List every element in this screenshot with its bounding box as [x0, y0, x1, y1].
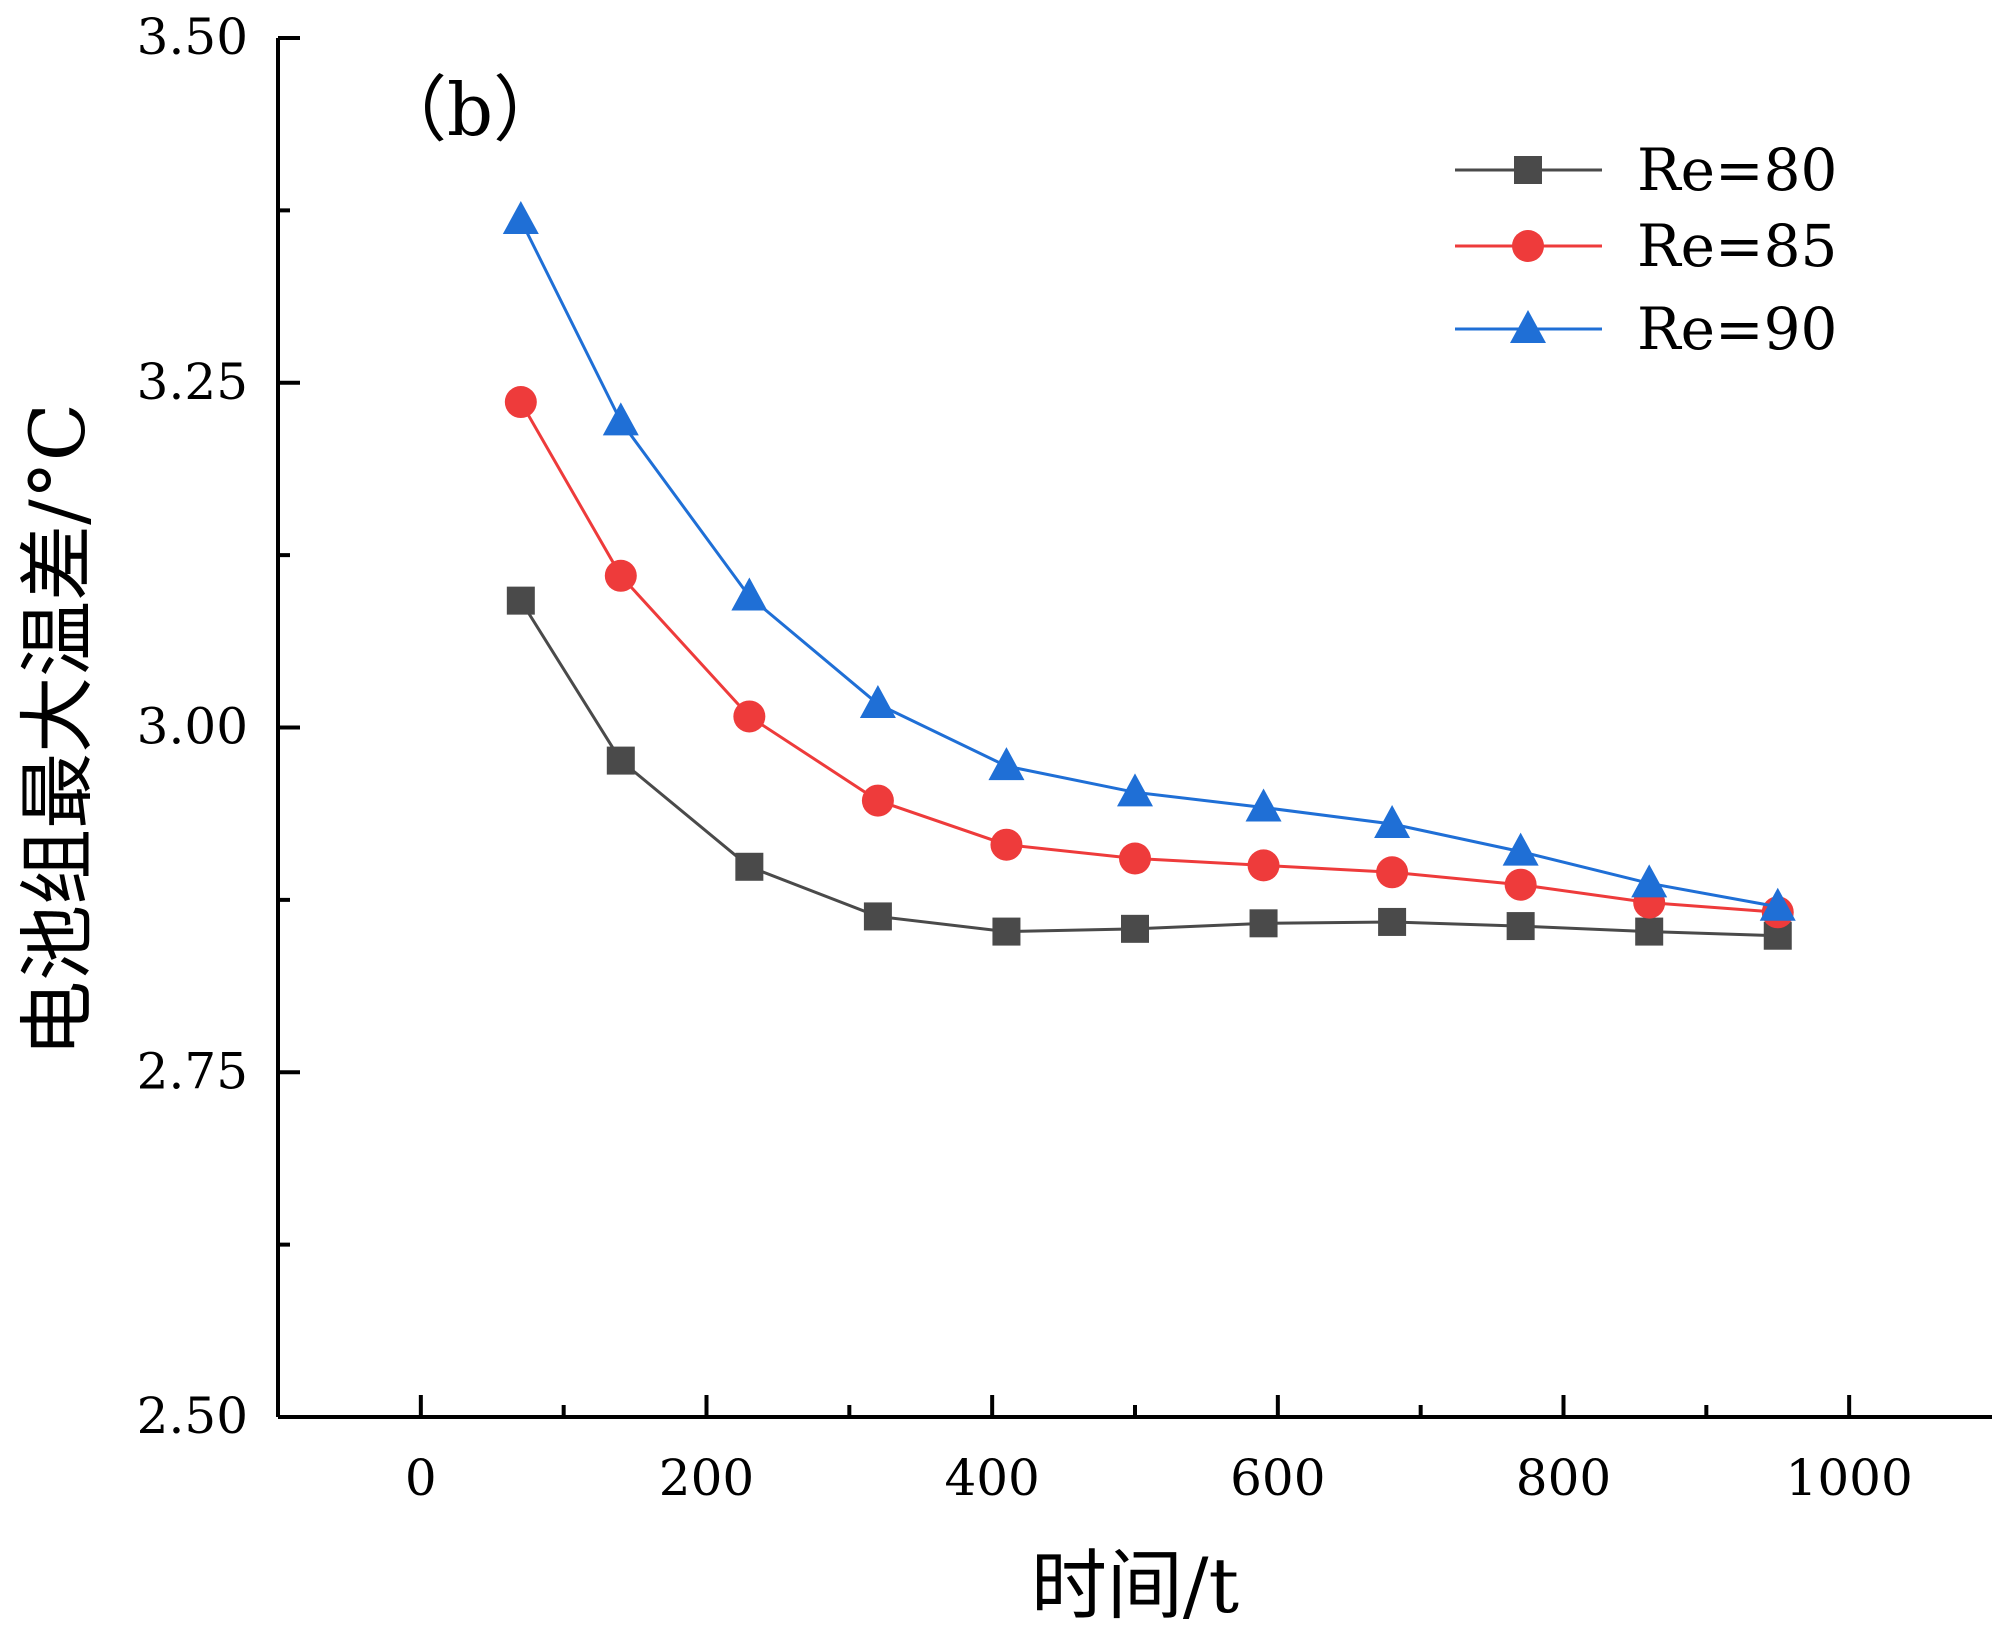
x-tick-label: 800	[1516, 1449, 1611, 1507]
data-point	[861, 784, 894, 817]
data-point	[1504, 868, 1537, 901]
data-point	[859, 685, 896, 719]
x-tick-label: 1000	[1786, 1449, 1913, 1507]
data-point	[1502, 832, 1539, 866]
series-re-90	[502, 201, 1796, 921]
x-tick-label: 400	[944, 1449, 1039, 1507]
data-point	[733, 700, 766, 733]
data-point	[1631, 864, 1668, 898]
y-tick-label: 2.75	[137, 1042, 248, 1100]
data-point	[988, 747, 1025, 781]
data-point	[506, 586, 535, 615]
x-axis-title: 时间/t	[1031, 1541, 1239, 1629]
legend-item: Re=80	[1455, 136, 1837, 204]
data-point	[604, 559, 637, 592]
x-tick-label: 0	[405, 1449, 437, 1507]
data-point	[504, 386, 537, 419]
series-line	[519, 599, 1778, 938]
data-point	[1121, 914, 1149, 943]
data-point	[992, 917, 1021, 946]
axes: 0 200 400 600 800 1000 2.50 2.75 3.00 3.25 3.50	[137, 8, 1992, 1507]
data-point	[1506, 912, 1535, 941]
y-tick-label: 2.50	[137, 1387, 248, 1445]
series-layer	[502, 201, 1796, 950]
data-point	[735, 852, 764, 881]
data-point	[1378, 907, 1407, 936]
legend-marker	[1510, 310, 1546, 343]
data-point	[863, 902, 892, 931]
legend-label: Re=90	[1637, 295, 1837, 363]
data-point	[1117, 773, 1153, 807]
legend-item: Re=90	[1455, 295, 1837, 363]
y-axis-title: 电池组最大温差/°C	[13, 403, 102, 1057]
legend: Re=80 Re=85 Re=90	[1455, 136, 1837, 363]
legend-item: Re=85	[1455, 212, 1837, 280]
y-tick-label: 3.25	[137, 353, 248, 411]
data-point	[502, 201, 539, 235]
y-tick-label: 3.00	[137, 698, 248, 756]
data-point	[606, 746, 635, 775]
legend-marker	[1514, 156, 1542, 184]
legend-label: Re=80	[1637, 136, 1837, 204]
series-line	[519, 401, 1778, 914]
x-tick-label: 200	[659, 1449, 754, 1507]
series-re-80	[506, 586, 1792, 950]
x-tick-label: 600	[1230, 1449, 1325, 1507]
y-tick-label: 3.50	[137, 8, 248, 66]
data-point	[1247, 849, 1280, 882]
data-point	[1119, 842, 1151, 875]
legend-label: Re=85	[1637, 212, 1837, 280]
data-point	[1759, 887, 1796, 921]
data-point	[1374, 805, 1411, 839]
data-point	[990, 828, 1023, 861]
data-point	[1376, 856, 1409, 889]
data-point	[602, 402, 639, 436]
data-point	[1245, 788, 1282, 822]
data-point	[1249, 909, 1278, 938]
data-point	[1635, 917, 1664, 946]
series-re-85	[504, 386, 1794, 929]
legend-marker	[1512, 230, 1544, 262]
panel-label: （b）	[375, 68, 565, 152]
data-point	[731, 577, 768, 611]
